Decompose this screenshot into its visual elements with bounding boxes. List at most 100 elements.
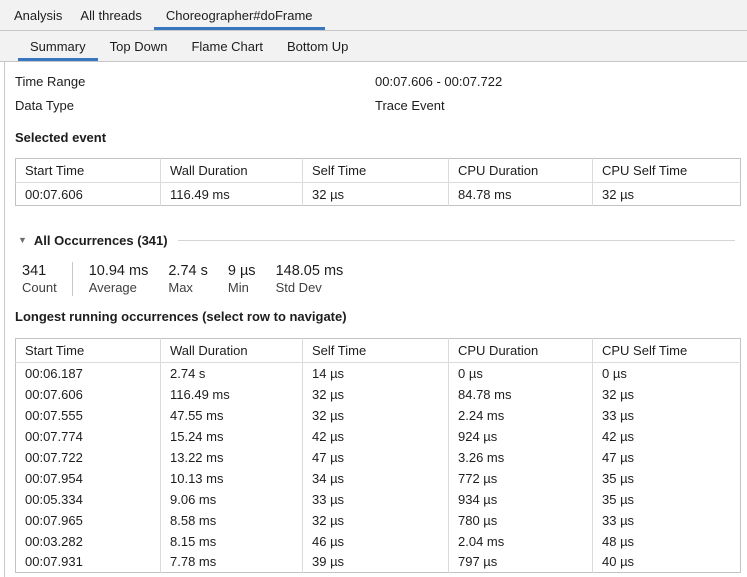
table-cell: 84.78 ms: [448, 383, 593, 405]
time-range-row: Time Range 00:07.606 - 00:07.722: [15, 69, 740, 93]
table-cell: 32 µs: [302, 404, 449, 426]
column-header-start-time[interactable]: Start Time: [15, 158, 161, 183]
table-cell: 32 µs: [602, 186, 635, 202]
analysis-tab-bar: Analysis All threads Choreographer#doFra…: [0, 0, 747, 31]
table-cell: 15.24 ms: [160, 425, 303, 447]
stat-label: Min: [227, 280, 249, 295]
tab-top-down[interactable]: Top Down: [109, 38, 168, 54]
time-range-label: Time Range: [15, 73, 86, 89]
table-cell: 33 µs: [602, 407, 635, 423]
horizontal-rule: [177, 239, 735, 241]
stat-label: Average: [88, 280, 137, 295]
time-range-value: 00:07.606 - 00:07.722: [375, 73, 503, 89]
column-header-wall-duration[interactable]: Wall Duration: [160, 158, 303, 183]
table-cell: 2.04 ms: [448, 530, 593, 552]
all-occurrences-title: All Occurrences (341): [33, 232, 168, 248]
stat-value: 2.74 s: [168, 263, 208, 279]
table-cell: 9.06 ms: [160, 488, 303, 510]
column-header-cpu-self-time[interactable]: CPU Self Time: [592, 338, 741, 363]
tab-all-threads[interactable]: All threads: [80, 7, 142, 23]
summary-panel: Time Range 00:07.606 - 00:07.722 Data Ty…: [4, 62, 747, 577]
longest-running-heading: Longest running occurrences (select row …: [15, 309, 347, 324]
column-header-self-time[interactable]: Self Time: [302, 338, 449, 363]
table-header-row: Start Time Wall Duration Self Time CPU Dura…: [15, 338, 741, 363]
table-header-row: Start Time Wall Duration Self Time CPU Dura…: [15, 158, 741, 183]
table-cell: 797 µs: [448, 551, 593, 573]
occurrences-table: Start Time Wall Duration Self Time CPU Dura…: [15, 338, 741, 573]
data-type-label: Data Type: [15, 97, 75, 113]
stat-label: Std Dev: [275, 280, 322, 295]
tab-summary[interactable]: Summary: [18, 31, 98, 61]
stat-label: Count: [22, 280, 57, 295]
column-header-cpu-duration[interactable]: CPU Duration: [448, 338, 593, 363]
table-row[interactable]: 00:07.965 8.58 ms 32 µs 780 µs 33 µs: [15, 509, 741, 531]
table-row[interactable]: 00:07.555 47.55 ms 32 µs 2.24 ms 33 µs: [15, 404, 741, 426]
table-row[interactable]: 00:06.187 2.74 s 14 µs 0 µs 0 µs: [15, 362, 741, 384]
table-cell: 35 µs: [602, 491, 635, 507]
stat-average: 10.94 ms Average: [89, 262, 149, 296]
table-row: 00:07.606 116.49 ms 32 µs 84.78 ms 32 µs: [15, 182, 741, 206]
data-type-row: Data Type Trace Event: [15, 93, 740, 117]
column-header-cpu-self-time[interactable]: CPU Self Time: [592, 158, 741, 183]
table-row[interactable]: 00:05.334 9.06 ms 33 µs 934 µs 35 µs: [15, 488, 741, 510]
table-cell: 00:07.722: [15, 446, 161, 468]
table-row[interactable]: 00:07.722 13.22 ms 47 µs 3.26 ms 47 µs: [15, 446, 741, 468]
table-cell: 8.15 ms: [160, 530, 303, 552]
tab-bottom-up[interactable]: Bottom Up: [286, 38, 349, 54]
table-row[interactable]: 00:07.954 10.13 ms 34 µs 772 µs 35 µs: [15, 467, 741, 489]
collapse-triangle-icon[interactable]: ▼: [18, 234, 27, 245]
table-cell: 33 µs: [302, 488, 449, 510]
stat-min: 9 µs Min: [228, 262, 256, 296]
table-cell: 84.78 ms: [448, 182, 593, 206]
table-cell: 0 µs: [602, 365, 627, 381]
table-cell: 0 µs: [448, 362, 593, 384]
table-cell: 14 µs: [302, 362, 449, 384]
table-cell: 32 µs: [302, 383, 449, 405]
table-row[interactable]: 00:07.774 15.24 ms 42 µs 924 µs 42 µs: [15, 425, 741, 447]
stat-count: 341 Count: [22, 262, 57, 296]
tab-choreographer-doframe[interactable]: Choreographer#doFrame: [153, 0, 325, 30]
stat-label: Max: [168, 280, 193, 295]
table-cell: 00:07.965: [15, 509, 161, 531]
stat-value: 10.94 ms: [88, 263, 149, 279]
table-cell: 33 µs: [602, 512, 635, 528]
column-header-cpu-duration[interactable]: CPU Duration: [448, 158, 593, 183]
table-cell: 47 µs: [302, 446, 449, 468]
table-row[interactable]: 00:07.606 116.49 ms 32 µs 84.78 ms 32 µs: [15, 383, 741, 405]
table-cell: 7.78 ms: [160, 551, 303, 573]
table-cell: 00:05.334: [15, 488, 161, 510]
stats-divider: [71, 262, 73, 296]
all-occurrences-header: ▼ All Occurrences (341): [15, 232, 740, 248]
table-cell: 32 µs: [302, 182, 449, 206]
table-cell: 42 µs: [302, 425, 449, 447]
table-cell: 32 µs: [302, 509, 449, 531]
column-header-self-time[interactable]: Self Time: [302, 158, 449, 183]
column-header-start-time[interactable]: Start Time: [15, 338, 161, 363]
table-cell: 2.74 s: [160, 362, 303, 384]
summary-tab-bar: Summary Top Down Flame Chart Bottom Up: [0, 31, 747, 62]
tab-flame-chart[interactable]: Flame Chart: [191, 38, 263, 54]
table-cell: 46 µs: [302, 530, 449, 552]
table-cell: 10.13 ms: [160, 467, 303, 489]
table-cell: 00:07.606: [15, 383, 161, 405]
stat-std-dev: 148.05 ms Std Dev: [276, 262, 344, 296]
table-cell: 3.26 ms: [448, 446, 593, 468]
data-type-value: Trace Event: [375, 97, 445, 113]
table-cell: 934 µs: [448, 488, 593, 510]
table-cell: 34 µs: [302, 467, 449, 489]
stat-value: 341: [22, 263, 47, 279]
table-cell: 00:07.931: [15, 551, 161, 573]
table-cell: 924 µs: [448, 425, 593, 447]
table-cell: 2.24 ms: [448, 404, 593, 426]
table-cell: 00:07.954: [15, 467, 161, 489]
table-cell: 47 µs: [602, 449, 635, 465]
table-cell: 00:06.187: [15, 362, 161, 384]
column-header-wall-duration[interactable]: Wall Duration: [160, 338, 303, 363]
table-row[interactable]: 00:03.282 8.15 ms 46 µs 2.04 ms 48 µs: [15, 530, 741, 552]
stat-max: 2.74 s Max: [168, 262, 208, 296]
table-cell: 116.49 ms: [160, 383, 303, 405]
table-cell: 772 µs: [448, 467, 593, 489]
table-row[interactable]: 00:07.931 7.78 ms 39 µs 797 µs 40 µs: [15, 551, 741, 573]
occurrence-stats: 341 Count 10.94 ms Average 2.74 s Max 9 …: [15, 262, 740, 296]
table-cell: 780 µs: [448, 509, 593, 531]
